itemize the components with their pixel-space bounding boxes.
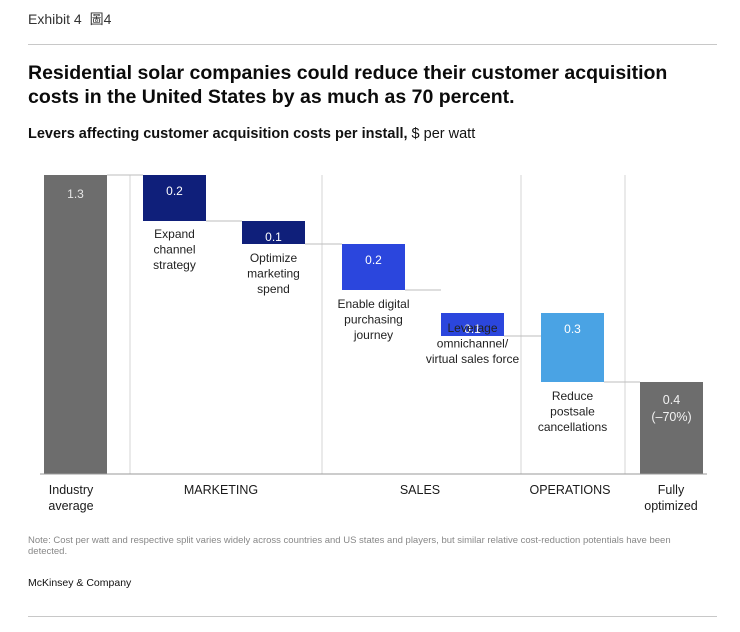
bar-7	[640, 382, 703, 474]
category-label: OPERATIONS	[529, 483, 610, 497]
bar-description: Enable digital	[337, 297, 409, 311]
bar-description: journey	[353, 328, 393, 342]
bar-value-label: 0.4	[663, 393, 680, 407]
bar-value-label: 0.1	[265, 230, 282, 244]
subtitle-bold: Levers affecting customer acquisition co…	[28, 126, 408, 142]
bar-description: strategy	[153, 258, 196, 272]
chart-subtitle: Levers affecting customer acquisition co…	[28, 126, 475, 142]
bar-6	[541, 313, 604, 382]
exhibit-glyph: 圖4	[89, 11, 112, 27]
bar-description: omnichannel/	[437, 337, 509, 351]
category-label: MARKETING	[184, 483, 258, 497]
bar-description: Leverage	[447, 321, 497, 335]
chart-title: Residential solar companies could reduce…	[28, 62, 668, 108]
bar-5	[441, 313, 504, 336]
category-label: Fully	[658, 483, 685, 497]
bar-description: Expand	[154, 227, 195, 241]
bar-description: Reduce	[552, 389, 594, 403]
bar-description: postsale	[550, 405, 595, 419]
exhibit-label: Exhibit 4 圖4	[28, 9, 111, 29]
bar-value-label: 0.3	[564, 322, 581, 336]
top-rule	[28, 44, 717, 45]
category-label: Industry	[49, 483, 94, 497]
chart-note: Note: Cost per watt and respective split…	[28, 535, 671, 557]
bar-description: Optimize	[250, 251, 298, 265]
category-label: average	[48, 499, 93, 513]
bar-description: virtual sales force	[426, 352, 520, 366]
bar-value-label-pct: (–70%)	[651, 410, 691, 424]
category-label: SALES	[400, 483, 440, 497]
subtitle-unit: $ per watt	[407, 126, 476, 142]
bar-description: marketing	[247, 267, 300, 281]
category-label: optimized	[644, 499, 698, 513]
exhibit-number: Exhibit 4	[28, 11, 82, 27]
bottom-rule	[28, 616, 717, 617]
bar-2	[143, 175, 206, 221]
bar-1	[44, 175, 107, 474]
bar-description: channel	[153, 243, 195, 257]
bar-description: spend	[257, 282, 290, 296]
bar-value-label: 0.2	[166, 184, 183, 198]
bar-value-label: 0.1	[464, 322, 481, 336]
bar-value-label: 0.2	[365, 253, 382, 267]
bar-4	[342, 244, 405, 290]
brand-logo: McKinsey & Company	[28, 577, 132, 589]
bar-value-label: 1.3	[67, 187, 84, 201]
bar-3	[242, 221, 305, 244]
bar-description: purchasing	[344, 313, 403, 327]
bar-description: cancellations	[538, 420, 607, 434]
